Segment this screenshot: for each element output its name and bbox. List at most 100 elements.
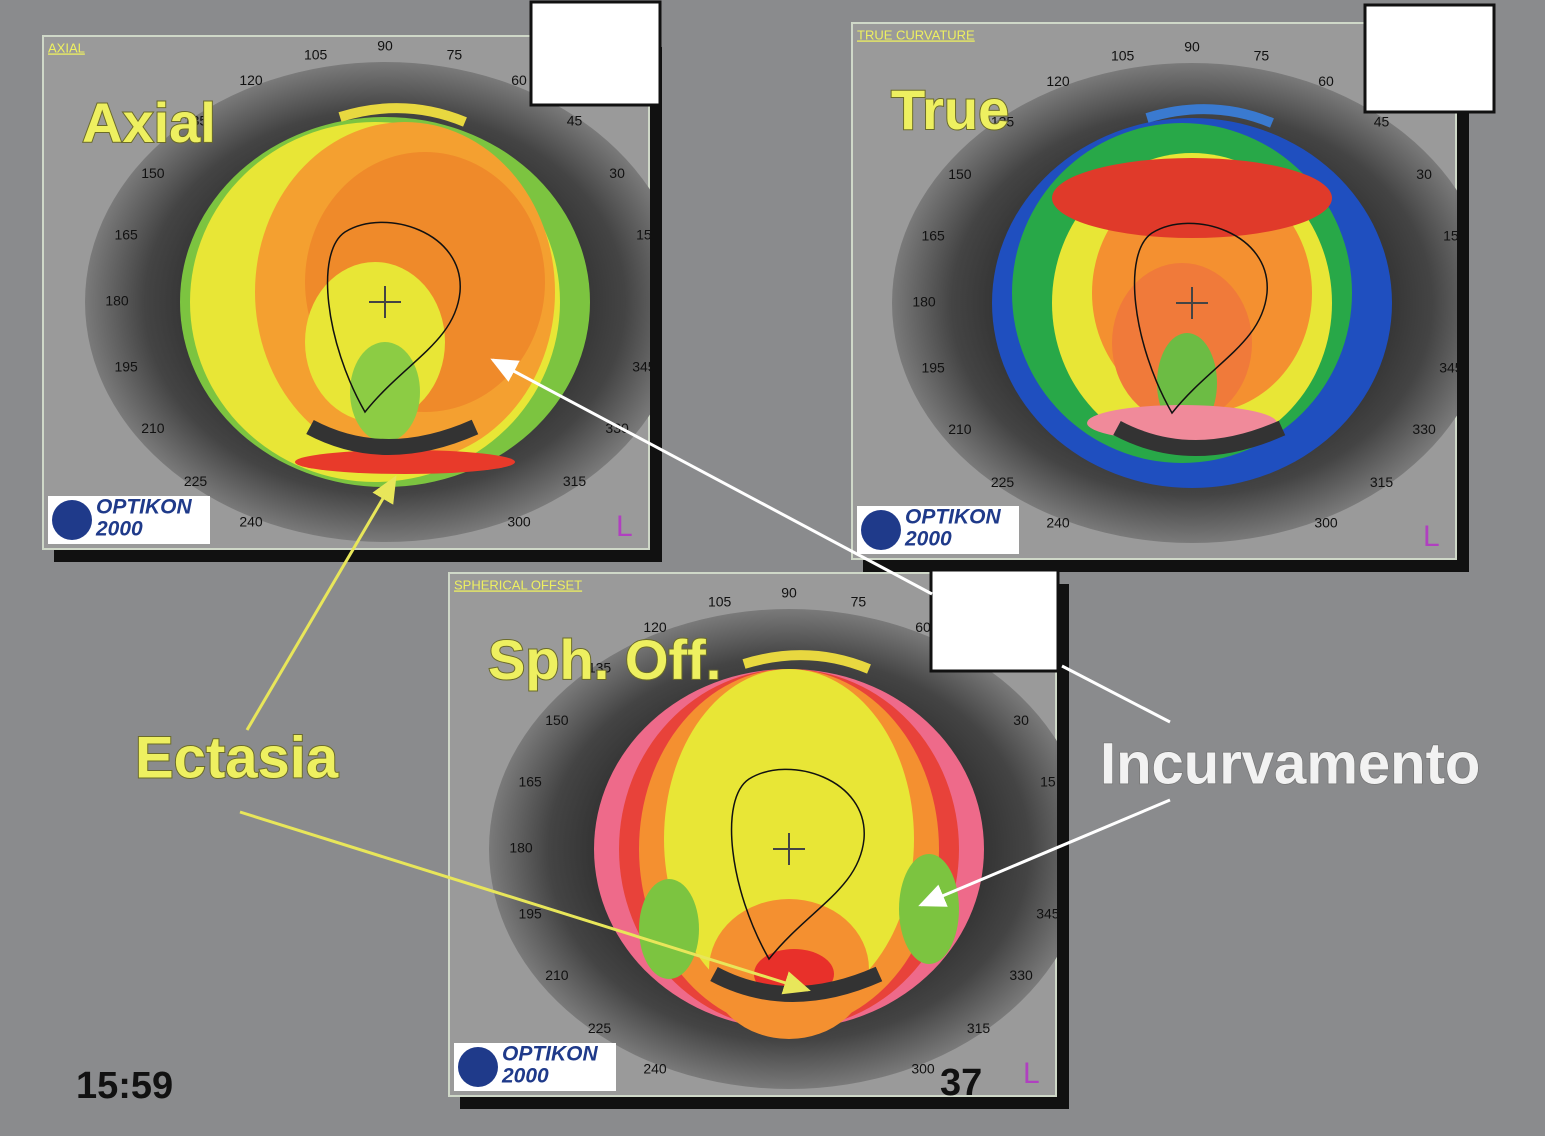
color-arc [1145,104,1274,128]
topography-region [639,879,699,979]
logo-model: 2000 [501,1065,549,1088]
angle-label: 105 [304,46,328,62]
angle-label: 75 [1254,47,1270,63]
angle-label: 315 [967,1020,991,1036]
angle-label: 195 [518,906,542,922]
angle-label: 240 [643,1061,667,1077]
white-box [929,568,1060,673]
logo-name: OPTIKON [905,506,1002,529]
angle-label: 90 [1184,39,1200,55]
angle-label: 60 [511,72,527,88]
angle-label: 330 [1412,421,1436,437]
angle-label: 150 [141,165,165,181]
page-number: 37 [940,1062,982,1104]
angle-label: 15 [1040,774,1056,790]
crosshair [1176,287,1208,319]
angle-label: 90 [377,38,393,54]
arrow [918,798,1171,907]
crosshair [773,833,805,865]
eyelid-shadow [1113,420,1286,456]
angle-label: 225 [184,473,208,489]
angle-label: 180 [912,294,936,310]
color-arc [338,103,467,127]
panel-header: TRUE CURVATURE [857,27,975,42]
panel: 1059075120601354515030165151801953452103… [448,568,1060,1097]
panel-header: SPHERICAL OFFSET [454,577,582,592]
eye-side: L [616,510,633,543]
logo-model: 2000 [904,528,952,551]
panel-content: 1059075120601354515030165151801953452103… [448,572,1060,1097]
angle-label: 210 [545,967,569,983]
logo-model: 2000 [95,518,143,541]
angle-label: 345 [632,359,656,375]
angle-label: 330 [1009,967,1033,983]
white-box [529,0,662,107]
angle-label: 120 [643,619,667,635]
pupil-outline [1133,222,1268,415]
arrow [239,810,811,995]
topography-region [1052,158,1332,238]
angle-label: 300 [911,1061,935,1077]
topography-region [899,854,959,964]
angle-label: 30 [1013,712,1029,728]
map-label: True [891,78,1009,141]
angle-label: 30 [1416,166,1432,182]
angle-label: 150 [948,166,972,182]
map-label: Axial [82,91,216,154]
angle-label: 315 [1370,474,1394,490]
angle-label: 15 [636,227,652,243]
angle-label: 75 [447,46,463,62]
angle-label: 90 [781,585,797,601]
logo-icon [861,510,901,550]
pupil-outline [730,768,865,961]
angle-label: 60 [1318,73,1334,89]
arrow [245,475,397,731]
eyelid-shadow [306,419,479,455]
angle-label: 105 [708,593,732,609]
angle-label: 120 [239,72,263,88]
angle-label: 105 [1111,47,1135,63]
topography-region [350,342,420,442]
angle-label: 30 [609,165,625,181]
logo-name: OPTIKON [96,496,193,519]
white-box [1363,3,1496,114]
angle-label: 345 [1036,906,1060,922]
arrow [490,358,933,596]
ectasia-label: Ectasia [135,725,339,790]
pupil-outline [326,221,461,414]
angle-label: 210 [948,421,972,437]
angle-label: 75 [851,593,867,609]
angle-label: 240 [239,514,263,530]
angle-label: 300 [507,514,531,530]
panel-header: AXIAL [48,40,85,55]
crosshair [369,286,401,318]
incurvamento-label: Incurvamento [1100,731,1480,796]
angle-label: 135 [991,113,1015,129]
angle-label: 180 [105,293,129,309]
panel-content: 105 90 75 120 60 135 45 150 30 165 15 180 195 345 210 3… [42,35,656,550]
angle-label: 45 [567,112,583,128]
logo-icon [458,1047,498,1087]
topography-region [295,450,515,474]
angle-label: 300 [1314,515,1338,531]
angle-label: 150 [545,712,569,728]
time: 15:59 [76,1065,173,1107]
angle-label: 210 [141,420,165,436]
color-arc [742,650,871,674]
angle-label: 165 [518,774,542,790]
angle-label: 45 [1374,113,1390,129]
angle-label: 165 [114,227,138,243]
eye-side: L [1423,520,1440,553]
angle-label: 180 [509,840,533,856]
angle-label: 225 [991,474,1015,490]
angle-label: 135 [184,112,208,128]
angle-label: 315 [563,473,587,489]
logo-name: OPTIKON [502,1043,599,1066]
angle-label: 225 [588,1020,612,1036]
angle-label: 240 [1046,515,1070,531]
angle-label: 15 [1443,228,1459,244]
angle-label: 195 [114,359,138,375]
angle-label: 60 [915,619,931,635]
